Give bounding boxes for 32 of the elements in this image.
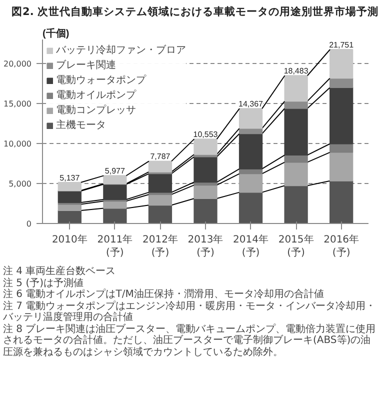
x-tick-label: 2015年 (予) <box>278 234 314 259</box>
total-label: 5,137 <box>60 173 80 182</box>
total-label: 7,787 <box>150 152 171 162</box>
chart-title: 図2. 次世代自動車システム領域における車載モータの用途別世界市場予測 <box>12 5 378 20</box>
y-tick-label: 15,000 <box>4 100 32 108</box>
text: 注 5 (予)は予測値 <box>3 278 84 288</box>
x-tick-label: 2016年 (予) <box>324 234 360 259</box>
legend-label: 電動ウォータポンプ <box>56 74 146 87</box>
text: 注 4 車両生産台数ベース <box>3 266 116 277</box>
y-tick-label: 10,000 <box>4 140 32 148</box>
x-tick-label: 2010年 <box>52 234 88 246</box>
y-axis-title: (千個) <box>42 28 70 40</box>
total-label: 14,367 <box>238 100 264 109</box>
total-label: 21,751 <box>329 40 354 50</box>
x-tick-label: 2014年 (予) <box>233 234 269 259</box>
legend-label: 主機モータ <box>56 118 106 132</box>
x-tick-label: 2013年 (予) <box>188 234 224 259</box>
total-label: 18,483 <box>284 66 309 76</box>
legend-label: バッテリ冷却ファン・ブロア <box>56 44 186 57</box>
total-label: 5,977 <box>104 166 126 176</box>
total-label: 10,553 <box>193 130 218 140</box>
text: 注 7 電動ウォータポンプはエンジン冷却用・暖房用・モータ・インバータ冷却用・バッテリ温度管理用の合計値 <box>3 300 376 323</box>
legend-label: 電動オイルポンプ <box>56 88 136 102</box>
legend-label: ブレーキ関連 <box>56 58 116 72</box>
text: 注 6 電動オイルポンプはT/M油圧保持・潤滑用、モータ冷却用の合計値 <box>3 289 324 300</box>
x-tick-label: 2011年 (予) <box>97 234 133 259</box>
text: 注 8 ブレーキ関連は油圧ブースター、電動バキュームポンプ、電動倍力装置に使用されるモータの合計値。ただし、油圧ブースターで電子制御ブレーキ(ABS等)の油圧源を兼ねるものはシャシ領域でカウントしているため除外。 <box>3 324 376 358</box>
x-tick-label: 2012年 (予) <box>142 234 178 259</box>
y-tick-label: 5,000 <box>8 180 32 188</box>
legend-label: 電動コンプレッサ <box>56 104 136 117</box>
y-tick-label: 0 <box>26 220 32 228</box>
y-tick-label: 20,000 <box>4 60 32 68</box>
